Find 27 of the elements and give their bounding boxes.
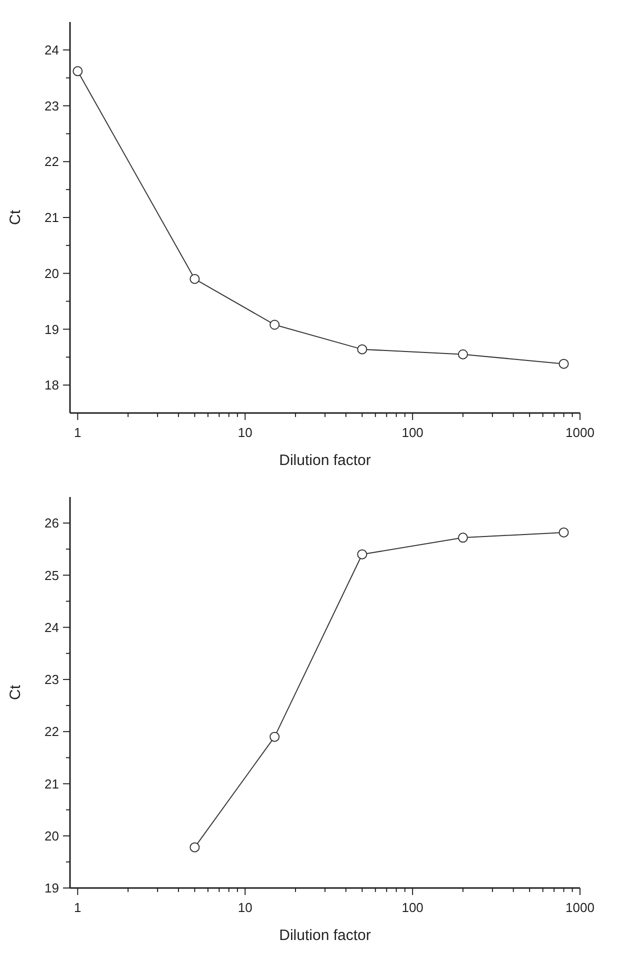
y-tick-label: 22	[44, 724, 59, 740]
y-tick-label: 24	[44, 42, 59, 58]
y-tick-label: 20	[44, 828, 59, 844]
y-tick-label: 22	[44, 154, 59, 170]
y-tick-label: 25	[44, 568, 59, 583]
x-tick-label: 1000	[566, 425, 594, 440]
x-tick-label: 1	[74, 425, 82, 440]
y-tick-label: 20	[44, 266, 59, 281]
y-tick-label: 18	[44, 378, 59, 393]
y-axis-title: Ct	[7, 209, 24, 225]
x-tick-label: 1	[74, 900, 82, 915]
x-tick-label: 100	[402, 900, 424, 915]
y-tick-label: 21	[44, 210, 59, 226]
x-axis-title: Dilution factor	[279, 452, 371, 469]
x-tick-label: 10	[238, 425, 252, 440]
x-axis-title: Dilution factor	[279, 927, 371, 944]
y-tick-label: 24	[44, 620, 59, 635]
y-tick-label: 26	[44, 516, 59, 531]
y-tick-label: 19	[44, 880, 59, 896]
y-tick-label: 21	[44, 776, 59, 792]
x-tick-label: 1000	[566, 900, 594, 915]
x-tick-label: 100	[402, 425, 424, 440]
y-tick-label: 23	[44, 98, 59, 114]
x-tick-label: 10	[238, 900, 252, 915]
y-tick-label: 19	[44, 322, 59, 337]
y-axis-title: Ct	[7, 684, 24, 700]
y-tick-label: 23	[44, 672, 59, 688]
